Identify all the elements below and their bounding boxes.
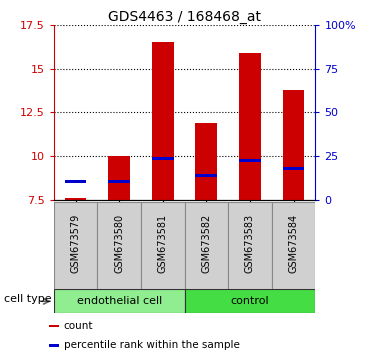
Bar bbox=[54, 202, 97, 289]
Bar bbox=[97, 202, 141, 289]
Bar bbox=[283, 167, 305, 170]
Bar bbox=[228, 202, 272, 289]
Bar bbox=[196, 123, 217, 200]
Text: percentile rank within the sample: percentile rank within the sample bbox=[63, 341, 239, 350]
Bar bbox=[141, 202, 184, 289]
Text: GSM673579: GSM673579 bbox=[70, 214, 81, 273]
Bar bbox=[65, 180, 86, 183]
Bar bbox=[49, 344, 59, 347]
Bar bbox=[49, 325, 59, 327]
Bar bbox=[272, 202, 315, 289]
Bar bbox=[108, 156, 130, 200]
Text: count: count bbox=[63, 321, 93, 331]
Text: cell type: cell type bbox=[4, 295, 51, 304]
Bar bbox=[184, 289, 315, 313]
Text: GSM673582: GSM673582 bbox=[201, 214, 211, 273]
Text: GSM673584: GSM673584 bbox=[289, 214, 299, 273]
Title: GDS4463 / 168468_at: GDS4463 / 168468_at bbox=[108, 10, 261, 24]
Bar bbox=[65, 198, 86, 200]
Bar bbox=[239, 159, 261, 162]
Bar bbox=[54, 289, 184, 313]
Bar bbox=[184, 202, 228, 289]
Text: GSM673583: GSM673583 bbox=[245, 214, 255, 273]
Text: GSM673580: GSM673580 bbox=[114, 214, 124, 273]
Bar bbox=[283, 90, 305, 200]
Bar bbox=[196, 174, 217, 177]
Bar bbox=[152, 157, 174, 160]
Bar bbox=[108, 180, 130, 183]
Text: control: control bbox=[231, 296, 269, 306]
Bar bbox=[152, 42, 174, 200]
Text: endothelial cell: endothelial cell bbox=[76, 296, 162, 306]
Bar bbox=[239, 53, 261, 200]
Text: GSM673581: GSM673581 bbox=[158, 214, 168, 273]
